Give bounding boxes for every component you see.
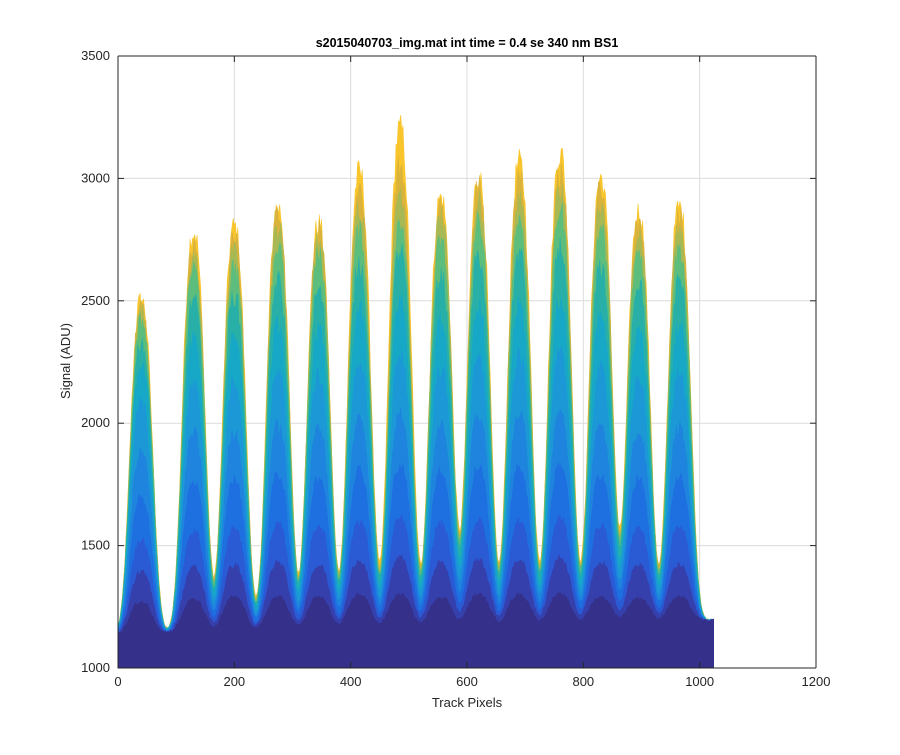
- series-trace-12: [117, 591, 714, 669]
- y-tick-label: 3000: [81, 170, 110, 185]
- y-tick-label: 1000: [81, 660, 110, 675]
- y-tick-label: 1500: [81, 538, 110, 553]
- series-layer: [117, 114, 714, 669]
- x-tick-label: 400: [340, 674, 362, 689]
- x-tick-label: 0: [114, 674, 121, 689]
- y-axis-label: Signal (ADU): [58, 323, 73, 399]
- x-tick-label: 200: [223, 674, 245, 689]
- x-tick-label: 1200: [802, 674, 831, 689]
- y-ticks: 1000 1500 2000 2500 3000 3500: [81, 48, 816, 675]
- y-tick-label: 2000: [81, 415, 110, 430]
- x-axis-label: Track Pixels: [432, 695, 503, 710]
- x-tick-label: 1000: [685, 674, 714, 689]
- x-ticks: 0 200 400 600 800 1000 1200: [114, 56, 830, 689]
- x-tick-label: 800: [572, 674, 594, 689]
- x-tick-label: 600: [456, 674, 478, 689]
- y-tick-label: 3500: [81, 48, 110, 63]
- y-tick-label: 2500: [81, 293, 110, 308]
- chart-title: s2015040703_img.mat int time = 0.4 se 34…: [316, 36, 619, 50]
